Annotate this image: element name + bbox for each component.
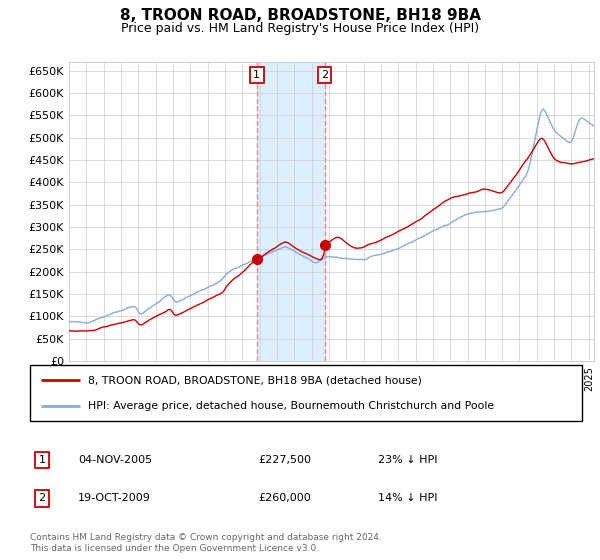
Bar [257, 62, 325, 361]
Text: 1: 1 [38, 455, 46, 465]
Text: 2: 2 [38, 493, 46, 503]
Text: 14% ↓ HPI: 14% ↓ HPI [378, 493, 437, 503]
Text: 1: 1 [253, 70, 260, 80]
Text: £227,500: £227,500 [258, 455, 311, 465]
Text: £260,000: £260,000 [258, 493, 311, 503]
Text: 8, TROON ROAD, BROADSTONE, BH18 9BA (detached house): 8, TROON ROAD, BROADSTONE, BH18 9BA (det… [88, 375, 422, 385]
Text: 04-NOV-2005: 04-NOV-2005 [78, 455, 152, 465]
Text: 23% ↓ HPI: 23% ↓ HPI [378, 455, 437, 465]
Text: Price paid vs. HM Land Registry's House Price Index (HPI): Price paid vs. HM Land Registry's House … [121, 22, 479, 35]
Text: 19-OCT-2009: 19-OCT-2009 [78, 493, 151, 503]
Text: 2: 2 [321, 70, 328, 80]
Text: HPI: Average price, detached house, Bournemouth Christchurch and Poole: HPI: Average price, detached house, Bour… [88, 401, 494, 411]
Text: 8, TROON ROAD, BROADSTONE, BH18 9BA: 8, TROON ROAD, BROADSTONE, BH18 9BA [119, 8, 481, 24]
Text: Contains HM Land Registry data © Crown copyright and database right 2024.
This d: Contains HM Land Registry data © Crown c… [30, 533, 382, 553]
